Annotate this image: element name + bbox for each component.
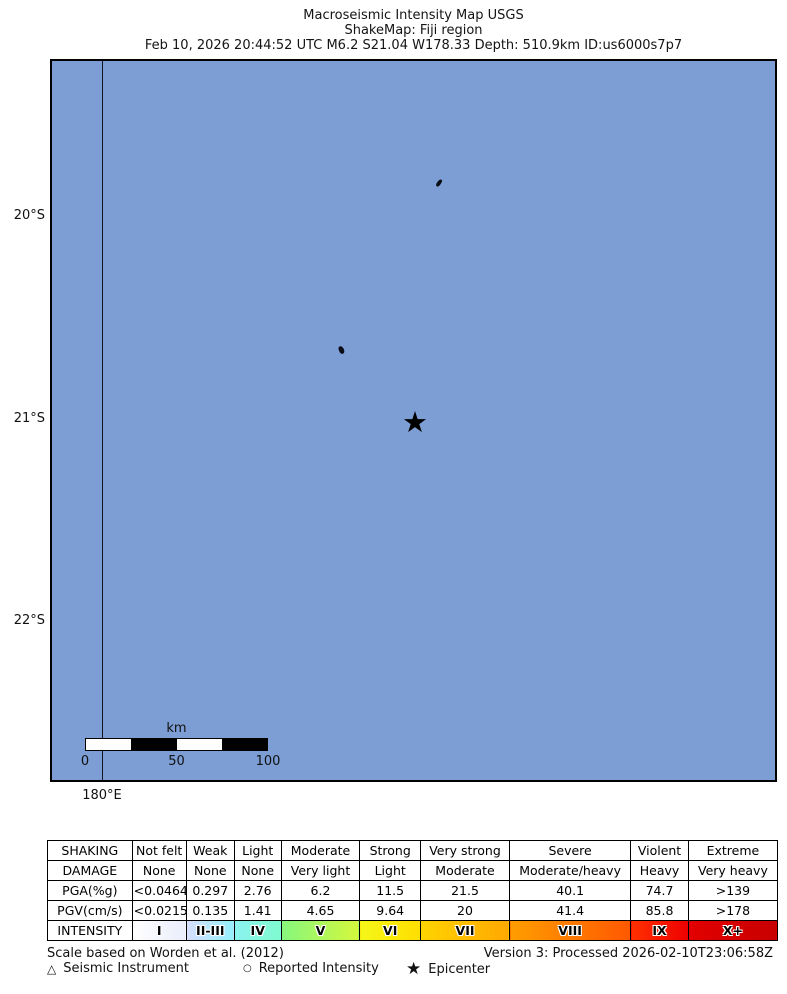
table-cell: >178 [687,900,779,921]
row-header-shaking: SHAKING [47,840,133,861]
intensity-cell-viii: VIII [509,920,632,941]
table-cell: 21.5 [419,880,511,901]
scale-tick-0: 0 [80,754,90,769]
table-cell: Severe [509,840,632,861]
table-cell: Heavy [630,860,689,881]
table-cell: Moderate/heavy [509,860,632,881]
table-cell: 40.1 [509,880,632,901]
table-cell: Very strong [419,840,511,861]
table-cell: None [233,860,282,881]
intensity-scale-table: SHAKING Not felt Weak Light Moderate Str… [47,840,779,941]
table-cell: Very heavy [687,860,779,881]
table-row-pga: PGA(%g) <0.0464 0.297 2.76 6.2 11.5 21.5… [47,880,779,901]
circle-icon: ○ [243,962,252,974]
table-cell: Light [359,860,421,881]
row-header-pgv: PGV(cm/s) [47,900,133,921]
scale-tick-100: 100 [255,754,281,769]
scale-bar-segments [85,738,268,751]
table-cell: >139 [687,880,779,901]
table-cell: Not felt [131,840,187,861]
island-shape [337,345,346,355]
table-cell: 0.297 [185,880,235,901]
table-cell: 20 [419,900,511,921]
scale-bar-segment [86,739,132,750]
table-row-shaking: SHAKING Not felt Weak Light Moderate Str… [47,840,779,861]
row-header-damage: DAMAGE [47,860,133,881]
intensity-cell-iv: IV [233,920,282,941]
scale-bar-unit-label: km [166,721,187,736]
table-cell: Extreme [687,840,779,861]
title-line-1: Macroseismic Intensity Map USGS [303,8,524,23]
triangle-icon: △ [47,961,57,976]
row-header-pga: PGA(%g) [47,880,133,901]
intensity-cell-x: X+ [687,920,779,941]
map-scale-bar: km 0 50 100 [81,721,281,770]
scale-bar-segment [221,739,267,750]
table-row-intensity: INTENSITY I II-III IV V VI VII VIII IX X… [47,920,779,941]
latitude-label-21s: 21°S [13,411,45,426]
intensity-cell-vi: VI [359,920,421,941]
map-canvas: ★ km 0 50 100 [50,59,777,782]
table-cell: 1.41 [233,900,282,921]
table-row-pgv: PGV(cm/s) <0.0215 0.135 1.41 4.65 9.64 2… [47,900,779,921]
table-cell: None [131,860,187,881]
scale-reference-note: Scale based on Worden et al. (2012) [47,946,284,961]
table-cell: Moderate [419,860,511,881]
intensity-cell-ix: IX [630,920,689,941]
legend-label: Reported Intensity [258,961,379,976]
longitude-label-180e: 180°E [82,788,122,803]
title-line-2: ShakeMap: Fiji region [344,23,483,38]
table-cell: <0.0215 [131,900,187,921]
intensity-cell-vii: VII [419,920,511,941]
table-cell: 4.65 [280,900,361,921]
latitude-label-22s: 22°S [13,613,45,628]
legend-reported-intensity: ○ Reported Intensity [243,961,379,976]
star-icon: ★ [406,959,422,979]
scale-bar-segment [176,739,222,750]
table-cell: 11.5 [359,880,421,901]
meridian-line-180e [102,61,103,780]
table-cell: 6.2 [280,880,361,901]
table-cell: 85.8 [630,900,689,921]
map-legend: △ Seismic Instrument ○ Reported Intensit… [0,961,787,981]
row-header-intensity: INTENSITY [47,920,133,941]
intensity-cell-v: V [280,920,361,941]
scale-bar-ticks: 0 50 100 [81,754,281,770]
table-cell: 74.7 [630,880,689,901]
table-cell: Light [233,840,282,861]
table-cell: 9.64 [359,900,421,921]
figure-title: Macroseismic Intensity Map USGS ShakeMap… [50,8,777,53]
version-processed-note: Version 3: Processed 2026-02-10T23:06:58… [483,946,773,961]
table-cell: <0.0464 [131,880,187,901]
latitude-label-20s: 20°S [13,208,45,223]
title-line-3: Feb 10, 2026 20:44:52 UTC M6.2 S21.04 W1… [144,38,683,53]
legend-epicenter: ★ Epicenter [406,959,491,979]
legend-label: Seismic Instrument [63,961,189,976]
epicenter-star-icon: ★ [402,405,428,439]
footer-notes: Scale based on Worden et al. (2012) Vers… [47,946,773,961]
table-cell: Moderate [280,840,361,861]
table-cell: Weak [185,840,235,861]
table-cell: Violent [630,840,689,861]
legend-seismic-instrument: △ Seismic Instrument [47,961,189,976]
legend-label: Epicenter [428,961,491,977]
table-row-damage: DAMAGE None None None Very light Light M… [47,860,779,881]
island-shape [435,178,443,188]
scale-bar-segment [131,739,177,750]
intensity-cell-ii-iii: II-III [185,920,235,941]
table-cell: Very light [280,860,361,881]
table-cell: 2.76 [233,880,282,901]
table-cell: 0.135 [185,900,235,921]
table-cell: None [185,860,235,881]
table-cell: Strong [359,840,421,861]
intensity-cell-i: I [131,920,187,941]
scale-tick-50: 50 [168,754,185,769]
table-cell: 41.4 [509,900,632,921]
